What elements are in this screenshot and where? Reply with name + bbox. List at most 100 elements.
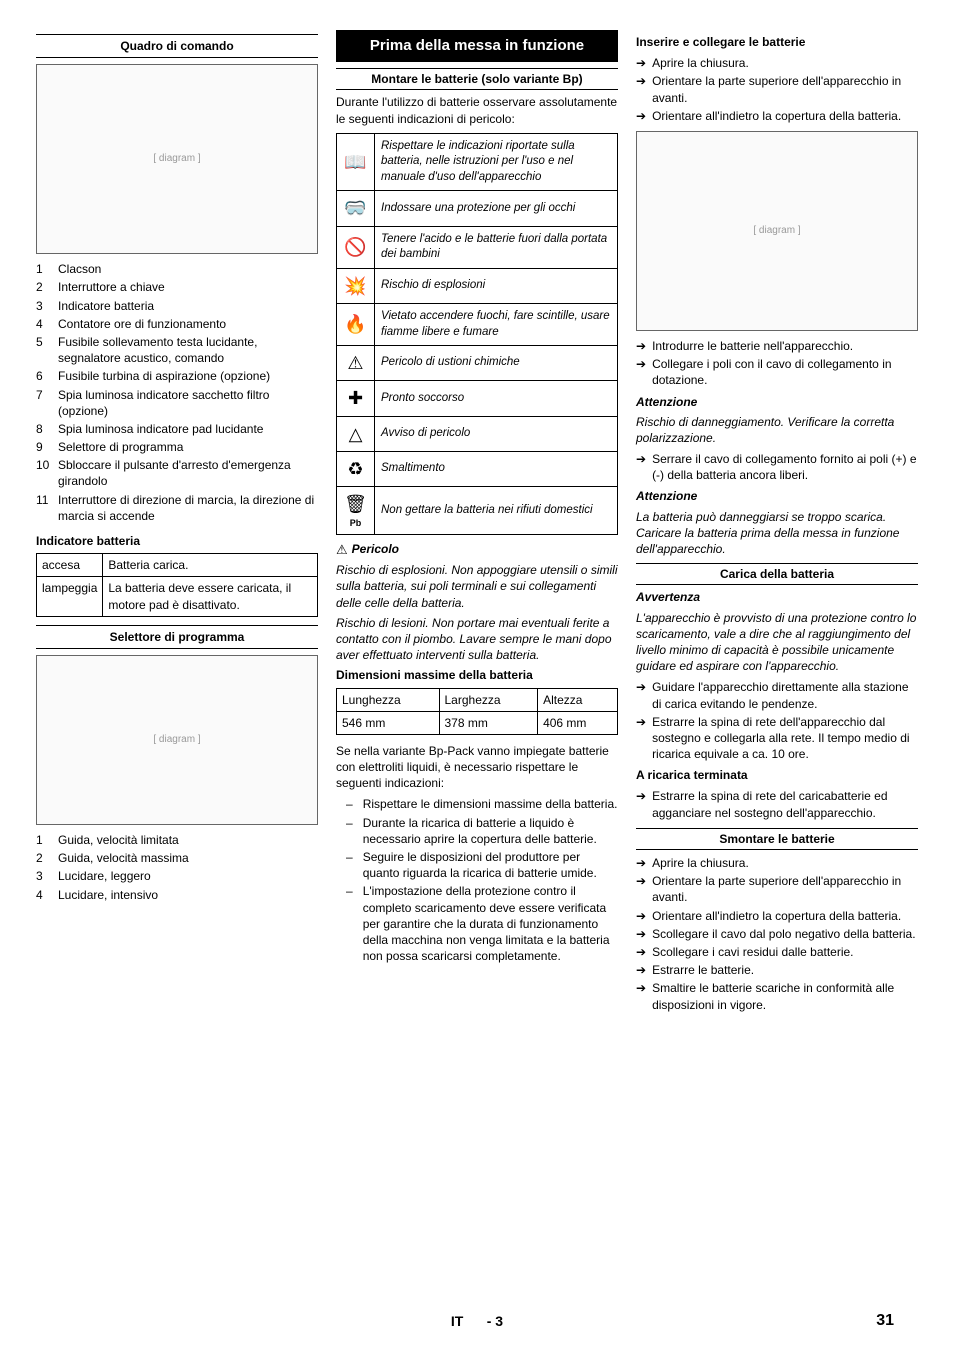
dim-v3: 406 mm <box>538 711 618 734</box>
column-1: Quadro di comando [ diagram ] 1Clacson2I… <box>36 30 318 1016</box>
hazard-text: Avviso di pericolo <box>375 416 618 451</box>
att2-body: La batteria può danneggiarsi se troppo s… <box>636 509 918 558</box>
hazard-intro: Durante l'utilizzo di batterie osservare… <box>336 94 618 126</box>
indicator-title: Indicatore batteria <box>36 533 318 549</box>
list-item: Orientare la parte superiore dell'appare… <box>636 72 918 106</box>
hazard-icon: ✚ <box>337 381 375 416</box>
control-panel-title: Quadro di comando <box>36 34 318 58</box>
dim-v2: 378 mm <box>439 711 538 734</box>
footer-center: IT - 3 <box>451 1312 503 1331</box>
hazard-icon: 🗑Pb <box>337 487 375 534</box>
list-item: Guidare l'apparecchio direttamente alla … <box>636 678 918 712</box>
list-item: Collegare i poli con il cavo di collegam… <box>636 355 918 389</box>
battery-compartment-figure: [ diagram ] <box>636 131 918 331</box>
list-item: Smaltire le batterie scariche in conform… <box>636 979 918 1013</box>
insert-title: Inserire e collegare le batterie <box>636 34 918 50</box>
legend-item: 3Lucidare, leggero <box>36 867 318 885</box>
hazard-text: Vietato accendere fuochi, fare scintille… <box>375 303 618 345</box>
dim-v1: 546 mm <box>337 711 440 734</box>
legend-item: 1Clacson <box>36 260 318 278</box>
att1-list: Serrare il cavo di collegamento fornito … <box>636 450 918 484</box>
att2-label: Attenzione <box>636 488 918 504</box>
list-item: Introdurre le batterie nell'apparecchio. <box>636 337 918 355</box>
control-panel-figure: [ diagram ] <box>36 64 318 254</box>
legend-item: 10Sbloccare il pulsante d'arresto d'emer… <box>36 456 318 490</box>
legend-item: 4Contatore ore di funzionamento <box>36 315 318 333</box>
hazard-text: Tenere l'acido e le batterie fuori dalla… <box>375 226 618 268</box>
legend-item: 3Indicatore batteria <box>36 297 318 315</box>
page-footer: IT - 3 31 <box>0 1310 954 1332</box>
legend-item: 1Guida, velocità limitata <box>36 831 318 849</box>
hazard-text: Pronto soccorso <box>375 381 618 416</box>
dim-h2: Larghezza <box>439 688 538 711</box>
legend-item: 2Interruttore a chiave <box>36 278 318 296</box>
footer-page-abs: 31 <box>876 1310 894 1332</box>
list-item: Aprire la chiusura. <box>636 854 918 872</box>
hazard-text: Indossare una protezione per gli occhi <box>375 191 618 226</box>
list-item: Serrare il cavo di collegamento fornito … <box>636 450 918 484</box>
indicator-r1c2: Batteria carica. <box>103 554 318 577</box>
legend-item: 8Spia luminosa indicatore pad lucidante <box>36 420 318 438</box>
list-item: Scollegare i cavi residui dalle batterie… <box>636 943 918 961</box>
footer-lang: IT <box>451 1313 463 1329</box>
hazard-icon: 📖 <box>337 133 375 191</box>
mount-batteries-title: Montare le batterie (solo variante Bp) <box>336 68 618 90</box>
footer-sep: - <box>487 1313 492 1329</box>
dim-title: Dimensioni massime della batteria <box>336 667 618 683</box>
list-item: Aprire la chiusura. <box>636 54 918 72</box>
list-item: Scollegare il cavo dal polo negativo del… <box>636 925 918 943</box>
legend-item: 9Selettore di programma <box>36 438 318 456</box>
legend-item: 4Lucidare, intensivo <box>36 886 318 904</box>
indicator-r1c1: accesa <box>37 554 103 577</box>
hazard-table: 📖Rispettare le indicazioni riportate sul… <box>336 133 618 535</box>
list-item: L'impostazione della protezione contro i… <box>336 882 618 965</box>
hazard-icon: △ <box>337 416 375 451</box>
list-item: Rispettare le dimensioni massime della b… <box>336 795 618 813</box>
list-item: Estrarre le batterie. <box>636 961 918 979</box>
hazard-icon: ♻ <box>337 451 375 486</box>
legend-item: 2Guida, velocità massima <box>36 849 318 867</box>
control-panel-legend: 1Clacson2Interruttore a chiave3Indicator… <box>36 260 318 525</box>
insert-list2: Introdurre le batterie nell'apparecchio.… <box>636 337 918 390</box>
att1-label: Attenzione <box>636 394 918 410</box>
legend-item: 6Fusibile turbina di aspirazione (opzion… <box>36 367 318 385</box>
hazard-icon: 🥽 <box>337 191 375 226</box>
ric-title: A ricarica terminata <box>636 767 918 783</box>
footer-page-rel: 3 <box>495 1313 503 1329</box>
list-item: Orientare all'indietro la copertura dell… <box>636 107 918 125</box>
indicator-r2c2: La batteria deve essere caricata, il mot… <box>103 577 318 616</box>
list-item: Estrarre la spina di rete del caricabatt… <box>636 787 918 821</box>
avv-label: Avvertenza <box>636 589 918 605</box>
dim-table: Lunghezza Larghezza Altezza 546 mm 378 m… <box>336 688 618 735</box>
hazard-text: Non gettare la batteria nei rifiuti dome… <box>375 487 618 534</box>
program-selector-figure: [ diagram ] <box>36 655 318 825</box>
indicator-table: accesa Batteria carica. lampeggia La bat… <box>36 553 318 617</box>
hazard-text: Pericolo di ustioni chimiche <box>375 346 618 381</box>
dim-body: Se nella variante Bp-Pack vanno impiegat… <box>336 743 618 792</box>
hazard-icon: 💥 <box>337 268 375 303</box>
ric-list: Estrarre la spina di rete del caricabatt… <box>636 787 918 821</box>
list-item: Durante la ricarica di batterie a liquid… <box>336 814 618 848</box>
legend-item: 5Fusibile sollevamento testa lucidante, … <box>36 333 318 367</box>
insert-list1: Aprire la chiusura.Orientare la parte su… <box>636 54 918 125</box>
pericolo-body2: Rischio di lesioni. Non portare mai even… <box>336 615 618 664</box>
hazard-icon: 🚫 <box>337 226 375 268</box>
pericolo-label: Pericolo <box>352 541 399 557</box>
hazard-icon: ⚠ <box>337 346 375 381</box>
list-item: Orientare la parte superiore dell'appare… <box>636 872 918 906</box>
dim-h1: Lunghezza <box>337 688 440 711</box>
smont-list: Aprire la chiusura.Orientare la parte su… <box>636 854 918 1014</box>
dim-h3: Altezza <box>538 688 618 711</box>
hazard-text: Rispettare le indicazioni riportate sull… <box>375 133 618 191</box>
column-3: Inserire e collegare le batterie Aprire … <box>636 30 918 1016</box>
avv-list: Guidare l'apparecchio direttamente alla … <box>636 678 918 763</box>
hazard-icon: 🔥 <box>337 303 375 345</box>
pericolo-heading: ⚠ Pericolo <box>336 541 618 559</box>
smont-title: Smontare le batterie <box>636 828 918 850</box>
list-item: Orientare all'indietro la copertura dell… <box>636 907 918 925</box>
column-2: Prima della messa in funzione Montare le… <box>336 30 618 1016</box>
program-selector-title: Selettore di programma <box>36 625 318 649</box>
list-item: Seguire le disposizioni del produttore p… <box>336 848 618 882</box>
hazard-text: Rischio di esplosioni <box>375 268 618 303</box>
avv-body: L'apparecchio è provvisto di una protezi… <box>636 610 918 675</box>
